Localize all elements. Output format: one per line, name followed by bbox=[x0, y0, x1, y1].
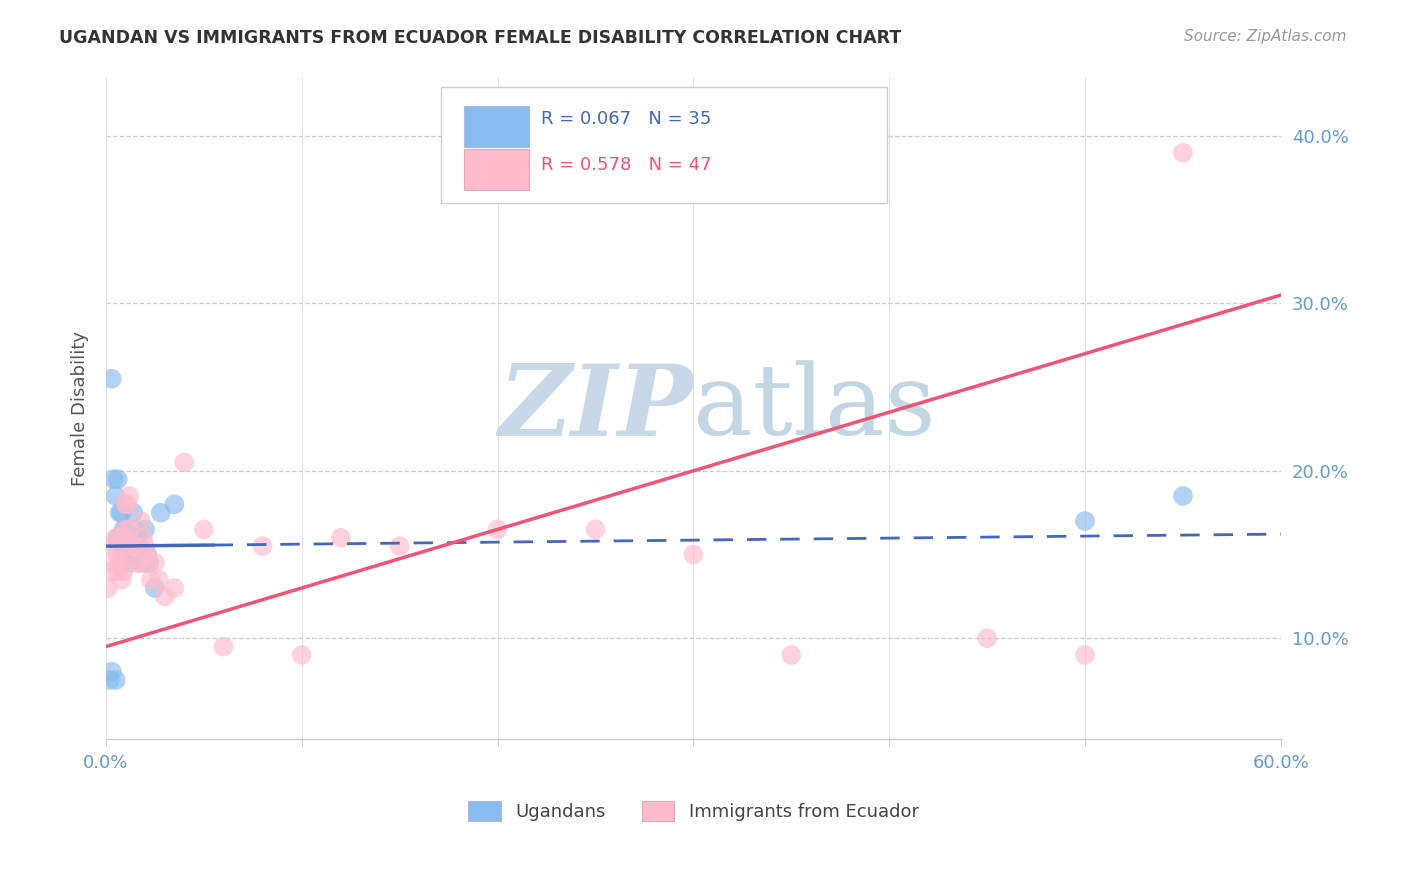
Point bbox=[1171, 145, 1194, 160]
Text: atlas: atlas bbox=[693, 360, 936, 456]
Point bbox=[118, 523, 141, 537]
Legend: Ugandans, Immigrants from Ecuador: Ugandans, Immigrants from Ecuador bbox=[468, 801, 918, 822]
Point bbox=[388, 539, 411, 553]
Point bbox=[291, 648, 314, 662]
Point bbox=[134, 539, 156, 553]
Point bbox=[329, 531, 352, 545]
Text: R = 0.578   N = 47: R = 0.578 N = 47 bbox=[541, 156, 711, 174]
Point bbox=[143, 581, 166, 595]
Point bbox=[585, 523, 607, 537]
Point bbox=[252, 539, 274, 553]
Point bbox=[682, 548, 704, 562]
Point bbox=[120, 539, 142, 553]
Point bbox=[108, 506, 131, 520]
Point bbox=[104, 489, 127, 503]
Point bbox=[134, 523, 156, 537]
Point bbox=[117, 497, 139, 511]
Point bbox=[486, 523, 509, 537]
Point bbox=[118, 489, 141, 503]
Point bbox=[110, 573, 132, 587]
Point bbox=[97, 581, 120, 595]
Point bbox=[103, 472, 125, 486]
Point bbox=[127, 556, 149, 570]
Text: Source: ZipAtlas.com: Source: ZipAtlas.com bbox=[1184, 29, 1347, 44]
Point bbox=[173, 455, 195, 469]
Point bbox=[114, 523, 136, 537]
Point bbox=[120, 539, 142, 553]
Point bbox=[163, 497, 186, 511]
Point bbox=[117, 548, 139, 562]
Point bbox=[114, 539, 136, 553]
Point bbox=[104, 673, 127, 687]
Point bbox=[1074, 514, 1097, 528]
Point bbox=[101, 564, 124, 578]
Point bbox=[112, 523, 135, 537]
Point bbox=[103, 539, 125, 553]
Point bbox=[163, 581, 186, 595]
Point bbox=[129, 548, 152, 562]
Point bbox=[114, 497, 136, 511]
Point bbox=[110, 531, 132, 545]
FancyBboxPatch shape bbox=[464, 149, 529, 190]
Y-axis label: Female Disability: Female Disability bbox=[72, 331, 89, 485]
Text: ZIP: ZIP bbox=[498, 359, 693, 457]
Point bbox=[128, 539, 150, 553]
Point bbox=[780, 648, 803, 662]
Point bbox=[139, 573, 162, 587]
Point bbox=[122, 506, 145, 520]
Point bbox=[212, 640, 235, 654]
Point bbox=[107, 564, 129, 578]
Point bbox=[110, 506, 132, 520]
Point bbox=[128, 556, 150, 570]
Point bbox=[112, 564, 135, 578]
Point bbox=[1074, 648, 1097, 662]
Point bbox=[98, 556, 121, 570]
FancyBboxPatch shape bbox=[464, 106, 529, 147]
Point bbox=[110, 548, 132, 562]
Point bbox=[153, 590, 176, 604]
Point bbox=[112, 539, 135, 553]
FancyBboxPatch shape bbox=[440, 87, 887, 203]
Point bbox=[118, 556, 141, 570]
Point bbox=[117, 539, 139, 553]
Point bbox=[122, 539, 145, 553]
Text: R = 0.067   N = 35: R = 0.067 N = 35 bbox=[541, 110, 711, 128]
Text: UGANDAN VS IMMIGRANTS FROM ECUADOR FEMALE DISABILITY CORRELATION CHART: UGANDAN VS IMMIGRANTS FROM ECUADOR FEMAL… bbox=[59, 29, 901, 46]
Point bbox=[138, 556, 160, 570]
Point bbox=[1171, 489, 1194, 503]
Point bbox=[124, 539, 146, 553]
Point bbox=[138, 556, 160, 570]
Point bbox=[143, 556, 166, 570]
Point bbox=[104, 531, 127, 545]
Point bbox=[149, 506, 172, 520]
Point bbox=[148, 573, 170, 587]
Point bbox=[108, 531, 131, 545]
Point bbox=[107, 548, 129, 562]
Point bbox=[101, 372, 124, 386]
Point bbox=[136, 548, 159, 562]
Point bbox=[132, 531, 155, 545]
Point bbox=[114, 523, 136, 537]
Point bbox=[98, 673, 121, 687]
Point bbox=[112, 531, 135, 545]
Point bbox=[108, 556, 131, 570]
Point bbox=[118, 531, 141, 545]
Point bbox=[193, 523, 215, 537]
Point bbox=[101, 665, 124, 679]
Point bbox=[107, 472, 129, 486]
Point bbox=[129, 514, 152, 528]
Point bbox=[136, 548, 159, 562]
Point bbox=[124, 523, 146, 537]
Point bbox=[127, 531, 149, 545]
Point bbox=[976, 631, 998, 645]
Point bbox=[107, 531, 129, 545]
Point bbox=[108, 531, 131, 545]
Point bbox=[132, 556, 155, 570]
